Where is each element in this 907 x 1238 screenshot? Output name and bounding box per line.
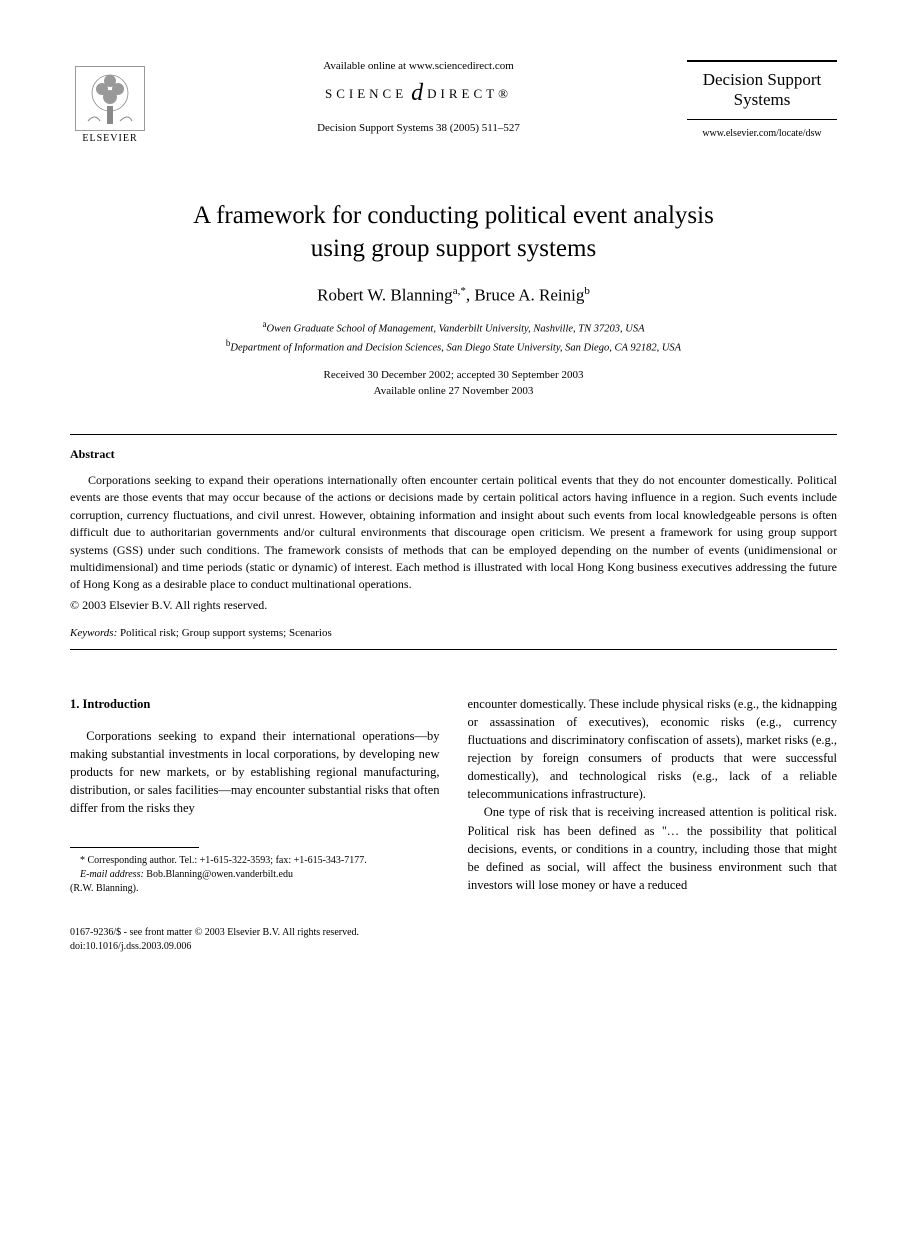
abstract-heading: Abstract (70, 447, 837, 462)
footer-line1: 0167-9236/$ - see front matter © 2003 El… (70, 926, 837, 940)
sciencedirect-logo: SCIENCE d DIRECT® (170, 80, 667, 107)
body-columns: 1. Introduction Corporations seeking to … (70, 695, 837, 897)
abstract-bottom-rule (70, 649, 837, 650)
sd-left: SCIENCE (325, 86, 407, 102)
keywords-text: Political risk; Group support systems; S… (117, 627, 331, 639)
available-online-text: Available online at www.sciencedirect.co… (170, 60, 667, 72)
affiliation-a: Owen Graduate School of Management, Vand… (267, 323, 645, 334)
abstract-text: Corporations seeking to expand their ope… (70, 472, 837, 594)
journal-url: www.elsevier.com/locate/dsw (687, 128, 837, 139)
sd-right: DIRECT® (427, 86, 512, 102)
abstract-top-rule (70, 434, 837, 435)
affiliations: aOwen Graduate School of Management, Van… (70, 318, 837, 357)
affiliation-b: Department of Information and Decision S… (230, 342, 681, 353)
email-value: Bob.Blanning@owen.vanderbilt.edu (144, 869, 293, 880)
author-1: Robert W. Blanning (317, 286, 453, 305)
section-1-heading: 1. Introduction (70, 695, 440, 713)
footnote-corresponding: * Corresponding author. Tel.: +1-615-322… (70, 854, 440, 868)
author-2: Bruce A. Reinig (474, 286, 584, 305)
article-title: A framework for conducting political eve… (70, 200, 837, 265)
publisher-name: ELSEVIER (82, 133, 137, 144)
footnote-email-author: (R.W. Blanning). (70, 882, 440, 896)
col1-para1: Corporations seeking to expand their int… (70, 727, 440, 818)
header-center: Available online at www.sciencedirect.co… (150, 60, 687, 134)
journal-title: Decision Support Systems (691, 70, 833, 111)
header-row: ELSEVIER Available online at www.science… (70, 60, 837, 150)
author-1-sup: a,* (453, 285, 466, 297)
authors: Robert W. Blanninga,*, Bruce A. Reinigb (70, 285, 837, 306)
author-2-sup: b (584, 285, 590, 297)
keywords-label: Keywords: (70, 627, 117, 639)
footnote-rule (70, 847, 199, 848)
col2-para2: One type of risk that is receiving incre… (468, 803, 838, 894)
sd-d-icon: d (411, 80, 423, 107)
column-left: 1. Introduction Corporations seeking to … (70, 695, 440, 897)
page-footer: 0167-9236/$ - see front matter © 2003 El… (70, 926, 837, 954)
footnote-email: E-mail address: Bob.Blanning@owen.vander… (70, 868, 440, 882)
elsevier-tree-icon (75, 66, 145, 131)
keywords: Keywords: Political risk; Group support … (70, 627, 837, 639)
footer-line2: doi:10.1016/j.dss.2003.09.006 (70, 940, 837, 954)
citation: Decision Support Systems 38 (2005) 511–5… (170, 122, 667, 134)
column-right: encounter domestically. These include ph… (468, 695, 838, 897)
article-dates: Received 30 December 2002; accepted 30 S… (70, 368, 837, 399)
abstract-copyright: © 2003 Elsevier B.V. All rights reserved… (70, 598, 837, 613)
email-label: E-mail address: (80, 869, 144, 880)
publisher-logo: ELSEVIER (70, 60, 150, 150)
col2-para1: encounter domestically. These include ph… (468, 695, 838, 804)
journal-box: Decision Support Systems www.elsevier.co… (687, 60, 837, 139)
